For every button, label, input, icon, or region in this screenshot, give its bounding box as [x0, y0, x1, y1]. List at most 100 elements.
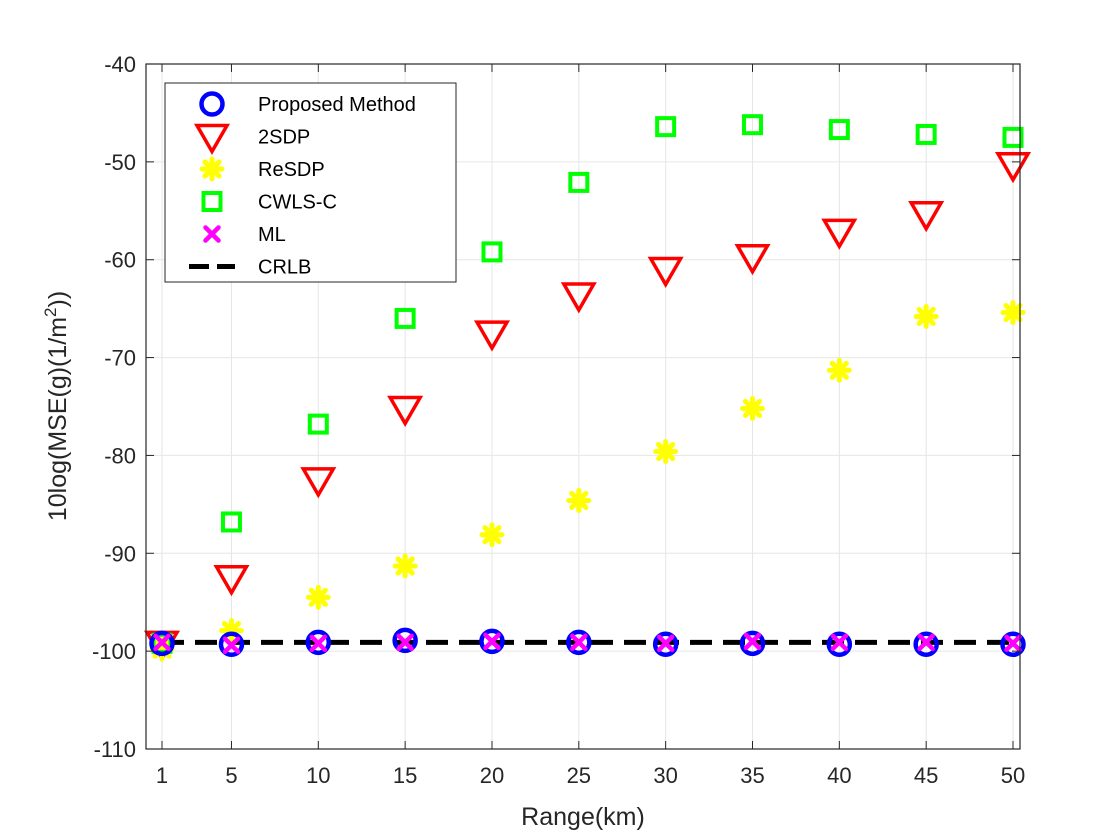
y-axis-label-end: )) [44, 291, 72, 308]
point-cwls-c [741, 114, 763, 136]
legend-marker-ml [203, 225, 221, 243]
x-stroke [656, 634, 675, 653]
x-stroke [153, 633, 171, 652]
x-stroke [830, 633, 849, 652]
x-stroke [1004, 634, 1022, 653]
legend-label-cwls-c: CWLS-C [258, 192, 337, 214]
point-2sdp [734, 244, 771, 276]
point-ml [396, 633, 414, 652]
square-marker [741, 114, 763, 136]
circle-marker [305, 629, 332, 656]
point-cwls-c [307, 413, 329, 435]
ticks: 1 5 10 15 20 25 30 35 40 45 50-110-100-90-80-70-60… [92, 52, 1025, 788]
circle-marker [392, 627, 418, 654]
x-stroke [203, 225, 221, 243]
legend-marker-resdp [199, 156, 225, 182]
x-stroke [917, 633, 935, 652]
point-proposed-method [149, 630, 175, 657]
point-resdp [653, 439, 679, 465]
square-marker [915, 123, 937, 145]
asterisk-stroke [1003, 302, 1023, 323]
legend-label-2sdp: 2SDP [258, 127, 310, 149]
point-proposed-method [218, 631, 245, 658]
asterisk-stroke [482, 525, 502, 545]
point-proposed-method [392, 627, 418, 654]
point-ml [309, 634, 328, 653]
y-tick-label: -40 [104, 52, 136, 77]
point-ml [917, 633, 935, 652]
x-tick-label: 50 [1001, 763, 1025, 788]
point-resdp [305, 584, 331, 610]
point-resdp [479, 522, 505, 548]
point-2sdp [213, 565, 250, 597]
triangle-marker [213, 565, 250, 597]
circle-marker [826, 631, 853, 658]
triangle-marker [193, 123, 231, 156]
circle-marker [218, 631, 245, 658]
legend-marker-cwls-c [201, 191, 223, 212]
point-proposed-method [305, 629, 332, 656]
legend-label-crlb: CRLB [258, 257, 311, 279]
x-stroke [396, 633, 414, 652]
square-marker [481, 241, 503, 263]
triangle-marker [908, 200, 945, 233]
triangle-marker [734, 244, 771, 276]
point-resdp [913, 303, 939, 329]
point-2sdp [647, 256, 684, 289]
triangle-marker [473, 320, 511, 352]
circle-marker [479, 628, 505, 655]
square-marker [828, 119, 850, 141]
triangle-marker [821, 218, 858, 250]
y-tick-label: -50 [104, 150, 136, 175]
point-proposed-method [1000, 631, 1026, 658]
point-ml [1004, 634, 1022, 653]
point-resdp [392, 553, 418, 579]
x-tick-label: 15 [393, 763, 417, 788]
asterisk-stroke [656, 441, 676, 462]
x-stroke [222, 636, 241, 655]
point-cwls-c [394, 307, 416, 329]
point-2sdp [387, 395, 424, 427]
y-tick-label: -110 [94, 737, 136, 762]
y-axis-label-superscript: 2 [41, 307, 60, 316]
x-tick-label: 25 [567, 763, 591, 788]
y-tick-label: -80 [104, 443, 136, 468]
point-2sdp [300, 467, 337, 499]
x-stroke [743, 632, 762, 651]
asterisk-stroke [202, 159, 222, 179]
x-tick-label: 1 [156, 763, 168, 788]
point-cwls-c [655, 116, 677, 138]
point-proposed-method [739, 630, 766, 657]
circle-marker [199, 91, 225, 117]
circle-marker [149, 630, 175, 657]
legend-label-resdp: ReSDP [258, 159, 325, 181]
circle-marker [913, 631, 939, 658]
point-cwls-c [1002, 126, 1024, 148]
x-stroke [570, 633, 588, 652]
point-proposed-method [566, 629, 592, 656]
point-ml [743, 632, 762, 651]
circle-marker [1000, 631, 1026, 658]
triangle-marker [560, 282, 597, 314]
legend-label-ml: ML [258, 224, 286, 246]
point-proposed-method [826, 631, 853, 658]
y-tick-label: -90 [104, 541, 136, 566]
x-axis-label: Range(km) [521, 803, 645, 831]
y-tick-label: -100 [92, 639, 136, 664]
x-tick-label: 40 [827, 763, 851, 788]
point-cwls-c [828, 119, 850, 141]
point-proposed-method [652, 631, 679, 658]
point-ml [153, 633, 171, 652]
point-ml [222, 636, 241, 655]
point-resdp [566, 487, 592, 513]
x-stroke [483, 632, 501, 651]
legend-label-proposed-method: Proposed Method [258, 94, 416, 116]
asterisk-stroke [916, 306, 936, 327]
axes-box [145, 63, 1021, 750]
asterisk-stroke [742, 398, 763, 419]
asterisk-stroke [395, 556, 415, 576]
legend-marker-proposed-method [199, 91, 225, 117]
point-cwls-c [481, 241, 503, 263]
x-tick-label: 10 [306, 763, 330, 788]
square-marker [307, 413, 329, 435]
